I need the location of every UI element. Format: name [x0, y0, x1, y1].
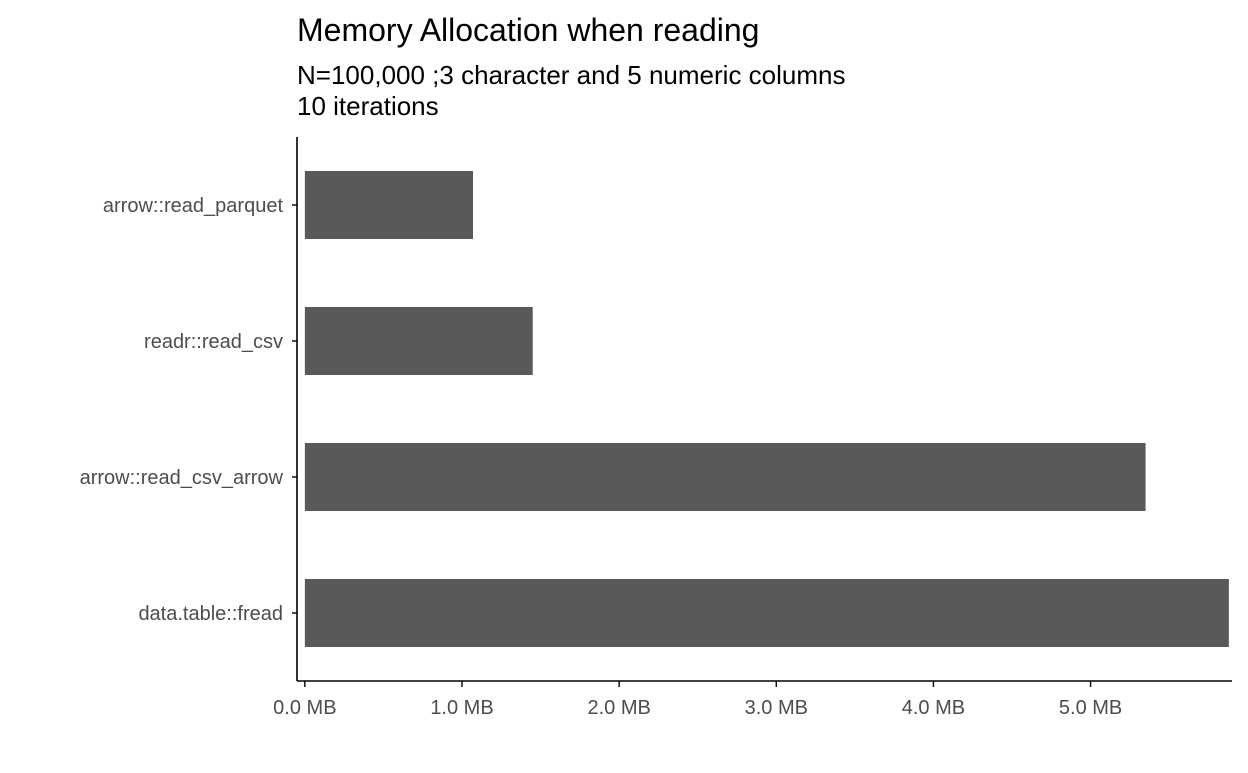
x-tick-label-2: 2.0 MB: [587, 697, 650, 719]
x-tick-label-4: 4.0 MB: [902, 697, 965, 719]
plot-area: arrow::read_parquetreadr::read_csvarrow:…: [80, 137, 1232, 719]
bar-0: [304, 171, 473, 239]
chart-subtitle-line-2: 10 iterations: [297, 91, 439, 121]
y-tick-label-1: readr::read_csv: [144, 331, 283, 353]
bar-1: [304, 307, 533, 375]
chart-subtitle-line-1: N=100,000 ;3 character and 5 numeric col…: [297, 60, 845, 90]
y-tick-label-0: arrow::read_parquet: [103, 195, 284, 217]
bar-3: [304, 579, 1229, 647]
x-tick-label-0: 0.0 MB: [273, 697, 336, 719]
y-tick-label-3: data.table::fread: [138, 603, 283, 625]
bar-2: [304, 443, 1146, 511]
chart-title: Memory Allocation when reading: [297, 12, 759, 48]
x-tick-label-1: 1.0 MB: [430, 697, 493, 719]
y-tick-label-2: arrow::read_csv_arrow: [80, 467, 284, 489]
x-tick-label-3: 3.0 MB: [745, 697, 808, 719]
x-tick-label-5: 5.0 MB: [1059, 697, 1122, 719]
